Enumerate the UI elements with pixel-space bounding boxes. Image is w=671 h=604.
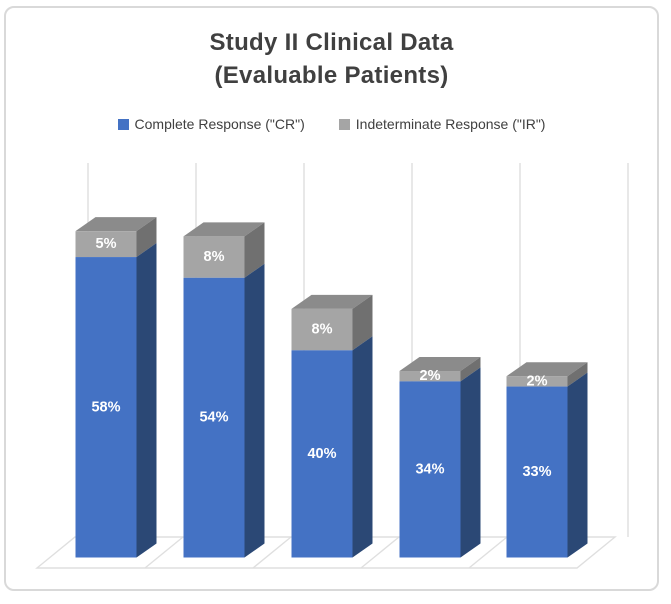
cr-bar-front-face bbox=[399, 381, 461, 558]
legend-item-complete-response: Complete Response ("CR") bbox=[117, 116, 305, 132]
cr-data-label: 40% bbox=[307, 446, 336, 462]
legend-swatch-cr bbox=[117, 118, 129, 130]
ir-bar-front-face bbox=[183, 236, 245, 278]
ir-bar-top-face bbox=[75, 217, 157, 232]
ir-data-label: 8% bbox=[204, 249, 225, 265]
legend-label-ir: Indeterminate Response ("IR") bbox=[355, 116, 546, 132]
cr-bar-side-face bbox=[352, 336, 373, 558]
ir-bar-side-face bbox=[136, 217, 157, 258]
floor-category-separator bbox=[360, 536, 400, 569]
cr-bar-front-face bbox=[506, 386, 568, 558]
cr-bar-front-face bbox=[183, 277, 245, 558]
legend: Complete Response ("CR") Indeterminate R… bbox=[6, 116, 657, 132]
cr-bar-front-face bbox=[75, 257, 137, 558]
cr-data-label: 34% bbox=[415, 461, 444, 477]
ir-bar-top-face bbox=[506, 362, 588, 377]
ir-bar-front-face bbox=[399, 371, 461, 382]
legend-label-cr: Complete Response ("CR") bbox=[134, 116, 305, 132]
plot-area: 58% 5% 54% 8% 40% 8% 34% 2% 33% 2% bbox=[35, 163, 629, 569]
cr-data-label: 33% bbox=[522, 464, 551, 480]
ir-bar-front-face bbox=[75, 231, 137, 258]
ir-data-label: 8% bbox=[312, 322, 333, 338]
ir-data-label: 5% bbox=[96, 236, 117, 252]
ir-data-label: 2% bbox=[420, 368, 441, 384]
ir-bar-side-face bbox=[352, 294, 373, 351]
ir-bar-top-face bbox=[183, 222, 265, 237]
cr-data-label: 54% bbox=[199, 410, 228, 426]
floor-category-separator bbox=[144, 536, 184, 569]
ir-data-label: 2% bbox=[527, 373, 548, 389]
cr-data-label: 58% bbox=[91, 399, 120, 415]
chart-title: Study II Clinical Data (Evaluable Patien… bbox=[6, 26, 657, 92]
ir-bar-side-face bbox=[244, 222, 265, 278]
legend-item-indeterminate-response: Indeterminate Response ("IR") bbox=[338, 116, 546, 132]
ir-bar-front-face bbox=[506, 376, 568, 387]
ir-bar-top-face bbox=[399, 357, 481, 372]
ir-bar-side-face bbox=[567, 362, 588, 387]
ir-bar-front-face bbox=[291, 308, 353, 351]
floor-category-separator bbox=[468, 536, 508, 569]
cr-bar-side-face bbox=[460, 367, 481, 558]
cr-bar-front-face bbox=[291, 350, 353, 558]
cr-bar-side-face bbox=[136, 243, 157, 558]
legend-swatch-ir bbox=[338, 118, 350, 130]
cr-bar-side-face bbox=[244, 263, 265, 558]
chart-title-line2: (Evaluable Patients) bbox=[214, 62, 449, 89]
ir-bar-top-face bbox=[291, 294, 373, 309]
chart-card: Study II Clinical Data (Evaluable Patien… bbox=[4, 6, 659, 591]
floor-category-separator bbox=[252, 536, 292, 569]
chart-title-line1: Study II Clinical Data bbox=[209, 29, 454, 56]
cr-bar-side-face bbox=[567, 372, 588, 558]
ir-bar-side-face bbox=[460, 357, 481, 382]
